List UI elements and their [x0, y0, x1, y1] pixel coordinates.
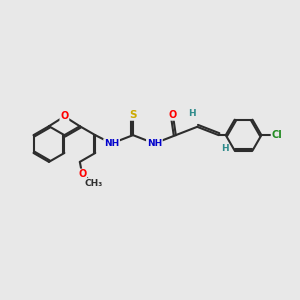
Text: NH: NH: [104, 139, 119, 148]
Text: H: H: [221, 144, 228, 153]
Text: H: H: [188, 109, 196, 118]
Text: NH: NH: [147, 139, 162, 148]
Text: O: O: [169, 110, 177, 120]
Text: CH₃: CH₃: [84, 179, 103, 188]
Text: S: S: [129, 110, 137, 120]
Text: O: O: [60, 111, 68, 122]
Text: Cl: Cl: [272, 130, 282, 140]
Text: O: O: [78, 169, 86, 179]
